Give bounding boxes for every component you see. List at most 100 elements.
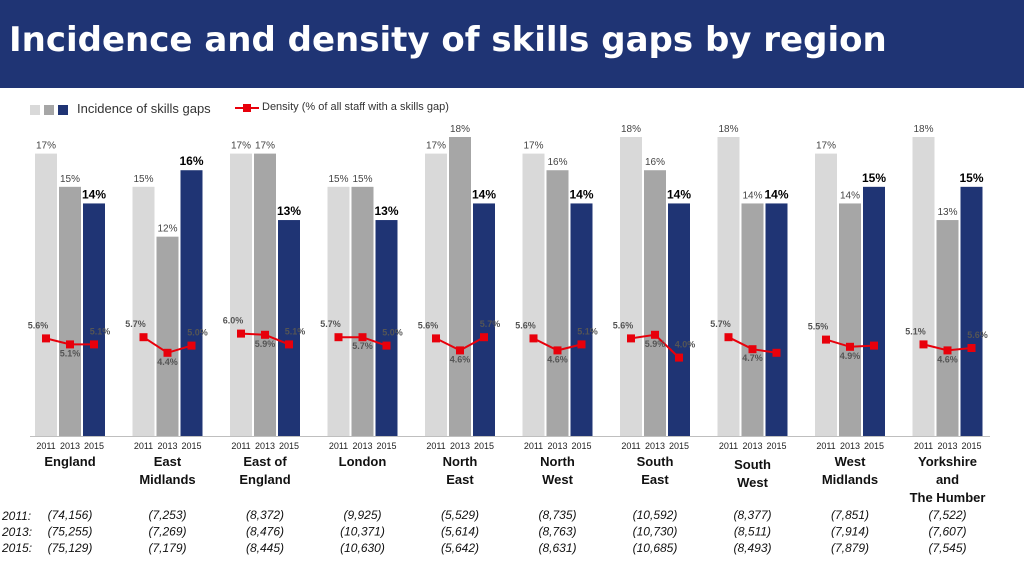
base-count-east-of-england-2011: (8,372) bbox=[246, 508, 284, 522]
category-label-east-of-england-line1: East of bbox=[243, 454, 287, 469]
density-label-yorkshire-and-the-humber-2011: 5.1% bbox=[905, 326, 926, 336]
bar-label-england-2013: 15% bbox=[60, 174, 80, 185]
year-tick-north-west-2013: 2013 bbox=[547, 441, 567, 451]
bar-yorkshire-and-the-humber-2013 bbox=[936, 220, 959, 436]
density-point-south-west-2013 bbox=[748, 345, 757, 354]
density-point-london-2011 bbox=[334, 333, 343, 342]
bar-label-south-east-2011: 18% bbox=[621, 124, 641, 135]
category-label-yorkshire-and-the-humber-line2: and bbox=[936, 472, 959, 487]
year-tick-yorkshire-and-the-humber-2015: 2015 bbox=[961, 441, 981, 451]
base-count-england-2011: (74,156) bbox=[48, 508, 93, 522]
category-label-south-west-line1: South bbox=[734, 457, 771, 472]
year-tick-england-2011: 2011 bbox=[36, 441, 55, 451]
base-count-yorkshire-and-the-humber-2011: (7,522) bbox=[928, 508, 966, 522]
page-title: Incidence and density of skills gaps by … bbox=[9, 20, 887, 60]
year-tick-yorkshire-and-the-humber-2013: 2013 bbox=[937, 441, 957, 451]
density-label-east-of-england-2015: 5.1% bbox=[285, 326, 306, 336]
bar-south-west-2015 bbox=[765, 203, 788, 436]
base-count-east-of-england-2015: (8,445) bbox=[246, 541, 284, 555]
bar-label-yorkshire-and-the-humber-2013: 13% bbox=[937, 207, 957, 218]
bar-label-south-west-2013: 14% bbox=[742, 190, 762, 201]
density-point-east-of-england-2011 bbox=[237, 329, 245, 338]
density-point-london-2015 bbox=[382, 341, 391, 350]
base-count-south-east-2013: (10,730) bbox=[633, 525, 678, 539]
density-label-london-2015: 5.0% bbox=[382, 328, 403, 338]
base-count-east-midlands-2011: (7,253) bbox=[148, 508, 186, 522]
density-point-north-west-2015 bbox=[577, 340, 586, 349]
year-tick-south-west-2015: 2015 bbox=[766, 441, 786, 451]
year-tick-south-east-2013: 2013 bbox=[645, 441, 665, 451]
density-label-north-west-2015: 5.1% bbox=[577, 326, 598, 336]
base-count-england-2013: (75,255) bbox=[48, 525, 93, 539]
density-label-north-east-2011: 5.6% bbox=[418, 320, 439, 330]
year-tick-yorkshire-and-the-humber-2011: 2011 bbox=[914, 441, 933, 451]
density-label-south-east-2013: 5.9% bbox=[645, 339, 666, 349]
density-point-england-2011 bbox=[42, 334, 50, 343]
density-point-north-east-2015 bbox=[480, 333, 488, 342]
bar-label-north-east-2013: 18% bbox=[450, 124, 470, 135]
base-count-north-east-2011: (5,529) bbox=[441, 508, 479, 522]
density-label-london-2011: 5.7% bbox=[320, 319, 341, 329]
bar-label-north-east-2011: 17% bbox=[426, 141, 446, 152]
bar-label-east-of-england-2013: 17% bbox=[255, 141, 275, 152]
category-label-england-line1: England bbox=[44, 454, 95, 469]
bar-label-east-midlands-2013: 12% bbox=[157, 224, 177, 235]
base-count-year-labels: 2011: 2013: 2015: bbox=[2, 508, 32, 556]
density-point-north-west-2013 bbox=[553, 346, 562, 355]
count-year-label-2013: 2013: bbox=[2, 525, 33, 539]
category-label-north-west-line1: North bbox=[540, 454, 575, 469]
base-count-north-west-2015: (8,631) bbox=[538, 541, 576, 555]
bar-south-west-2013 bbox=[741, 203, 764, 436]
bar-label-yorkshire-and-the-humber-2011: 18% bbox=[913, 124, 933, 135]
base-count-england-2015: (75,129) bbox=[48, 541, 93, 555]
year-tick-england-2015: 2015 bbox=[84, 441, 104, 451]
bar-south-east-2011 bbox=[620, 137, 642, 436]
density-label-south-west-2013: 4.7% bbox=[742, 353, 763, 363]
bar-north-east-2015 bbox=[473, 203, 495, 436]
density-point-north-east-2011 bbox=[432, 334, 440, 343]
legend-density-marker bbox=[243, 104, 251, 112]
category-label-yorkshire-and-the-humber-line3: The Humber bbox=[910, 490, 986, 505]
bar-label-london-2015: 13% bbox=[374, 204, 398, 218]
bar-east-midlands-2015 bbox=[180, 170, 203, 436]
year-tick-east-midlands-2011: 2011 bbox=[134, 441, 153, 451]
bar-label-south-east-2015: 14% bbox=[667, 187, 691, 201]
year-tick-west-midlands-2011: 2011 bbox=[816, 441, 835, 451]
base-count-south-east-2015: (10,685) bbox=[633, 541, 678, 555]
bar-label-south-west-2015: 14% bbox=[764, 187, 788, 201]
legend-swatch-2013 bbox=[44, 105, 54, 115]
bar-label-south-west-2011: 18% bbox=[718, 124, 738, 135]
base-count-north-west-2013: (8,763) bbox=[538, 525, 576, 539]
year-tick-england-2013: 2013 bbox=[60, 441, 80, 451]
density-label-south-west-2011: 5.7% bbox=[710, 319, 731, 329]
density-point-east-midlands-2011 bbox=[139, 333, 148, 342]
base-count-east-midlands-2015: (7,179) bbox=[148, 541, 186, 555]
bar-north-west-2013 bbox=[546, 170, 569, 436]
bar-label-north-west-2011: 17% bbox=[523, 141, 543, 152]
bar-label-west-midlands-2013: 14% bbox=[840, 190, 860, 201]
base-count-south-east-2011: (10,592) bbox=[633, 508, 678, 522]
bar-label-north-west-2015: 14% bbox=[569, 187, 593, 201]
bar-north-east-2011 bbox=[425, 153, 447, 436]
bar-yorkshire-and-the-humber-2015 bbox=[960, 186, 983, 436]
year-tick-north-west-2015: 2015 bbox=[571, 441, 591, 451]
density-label-england-2013: 5.1% bbox=[60, 348, 81, 358]
density-label-east-midlands-2015: 5.0% bbox=[187, 328, 208, 338]
legend-swatch-2015 bbox=[58, 105, 68, 115]
density-label-north-east-2015: 5.7% bbox=[480, 319, 501, 329]
bar-label-england-2011: 17% bbox=[36, 141, 56, 152]
base-count-west-midlands-2011: (7,851) bbox=[831, 508, 869, 522]
bar-north-west-2015 bbox=[570, 203, 593, 436]
density-label-england-2015: 5.1% bbox=[90, 326, 111, 336]
density-point-west-midlands-2011 bbox=[822, 335, 830, 344]
base-count-east-midlands-2013: (7,269) bbox=[148, 525, 186, 539]
bar-london-2015 bbox=[375, 220, 398, 436]
density-label-east-of-england-2013: 5.9% bbox=[255, 339, 276, 349]
density-label-east-of-england-2011: 6.0% bbox=[223, 316, 244, 326]
bar-label-east-of-england-2015: 13% bbox=[277, 204, 301, 218]
base-count-london-2015: (10,630) bbox=[340, 541, 385, 555]
base-count-north-west-2011: (8,735) bbox=[538, 508, 576, 522]
density-point-england-2015 bbox=[90, 340, 98, 349]
year-tick-south-west-2013: 2013 bbox=[742, 441, 762, 451]
category-label-north-east-line1: North bbox=[443, 454, 478, 469]
